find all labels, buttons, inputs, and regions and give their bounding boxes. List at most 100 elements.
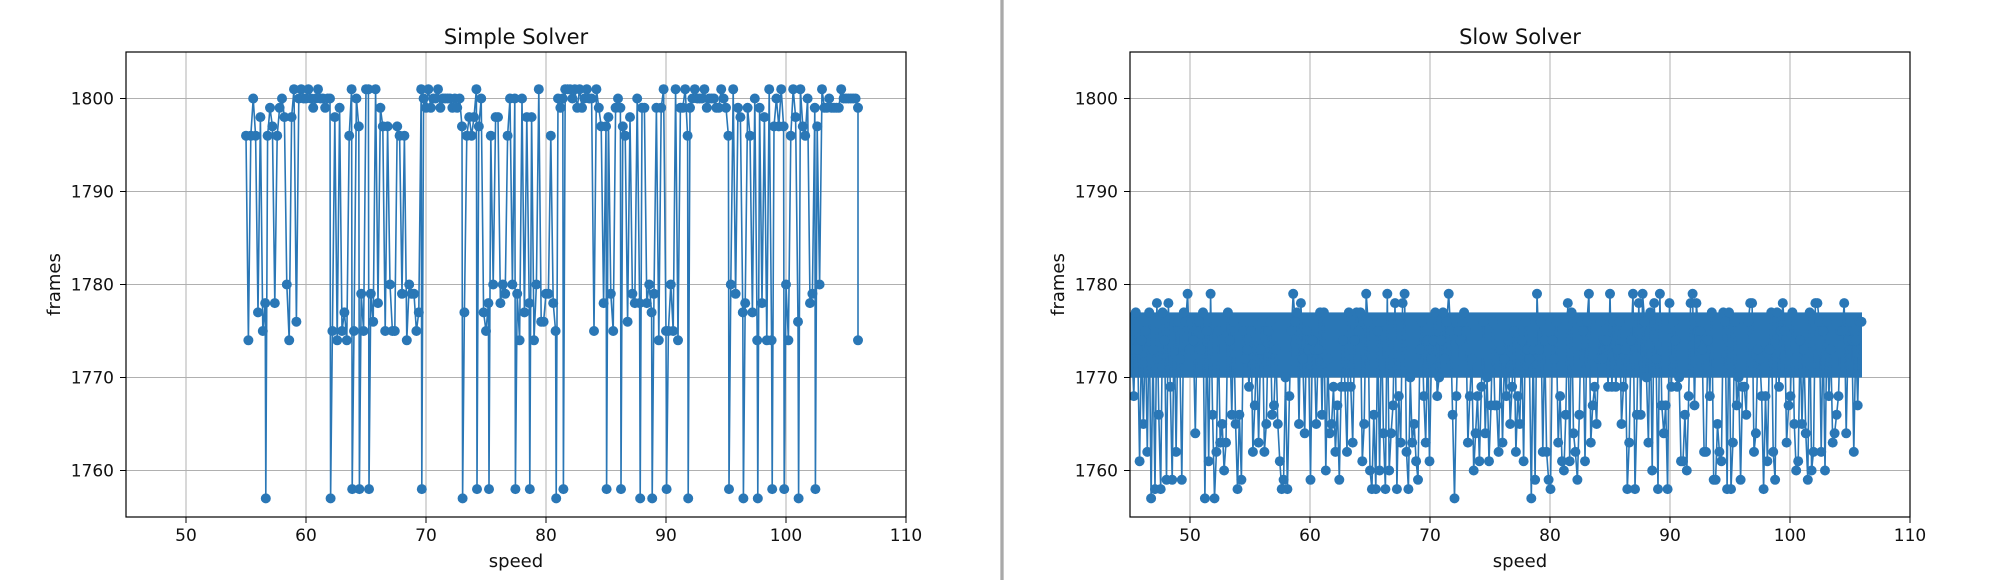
data-point [1230,419,1241,429]
data-point [752,335,763,346]
data-point [260,298,271,309]
data-point [1326,419,1337,429]
data-point [1697,344,1708,355]
data-point [1726,484,1736,495]
data-point [413,307,424,318]
data-point [555,102,566,113]
data-point [1447,409,1458,420]
data-point [1729,316,1740,327]
data-point [517,93,527,104]
y-tick-label: 1800 [71,90,114,110]
data-point [1338,335,1349,346]
data-point [262,130,273,141]
data-point [1176,474,1187,485]
data-point [1662,484,1673,495]
data-point [1413,474,1423,485]
data-point [833,102,844,113]
data-point [721,102,731,113]
data-point [507,279,518,290]
data-point [1295,298,1306,309]
data-point [286,112,297,123]
data-point [779,484,790,495]
data-point [1558,465,1569,476]
data-point [1741,409,1752,420]
data-point [1171,446,1182,457]
data-point [1459,307,1470,318]
data-point [1462,437,1473,448]
y-axis-label: frames [44,253,65,316]
data-point [279,112,290,123]
data-point [497,279,508,290]
axes-frame [1129,51,1911,518]
data-point [418,93,429,104]
data-point [1393,391,1404,402]
x-tick-label: 60 [295,526,317,546]
data-point [1211,446,1222,457]
data-point [1779,326,1790,336]
data-point [1516,335,1527,346]
x-tick-label: 80 [1539,526,1561,546]
data-point [353,121,364,132]
data-point [370,84,381,95]
x-tick-label: 70 [1419,526,1441,546]
panel-divider[interactable] [1000,0,1004,580]
data-point [529,335,539,346]
data-point [1651,353,1662,364]
data-point [1534,344,1544,355]
data-point [500,288,511,299]
data-point [1474,456,1485,467]
data-point [274,102,285,113]
data-point [1221,437,1231,448]
data-point [1217,419,1228,429]
data-point [356,288,367,299]
data-point [1464,391,1475,402]
x-axis-label: speed [489,551,543,572]
data-point [1702,335,1713,346]
data-point [1357,456,1368,467]
data-point [625,112,635,123]
data-point [1643,437,1654,448]
data-point [1560,409,1571,420]
data-point [1416,316,1427,327]
data-point [1182,288,1193,299]
data-point [404,279,415,290]
data-point [1278,474,1289,485]
data-point [620,130,631,141]
data-point [509,93,520,104]
series-frames [1130,288,1867,504]
data-point [1443,288,1454,299]
data-point [1411,456,1422,467]
data-point [346,84,357,95]
data-point [1332,400,1343,411]
data-point [1818,326,1829,336]
data-point [1434,372,1445,383]
data-point [1255,344,1266,355]
data-point [1365,465,1375,476]
data-point [289,84,299,95]
data-point [1731,400,1742,411]
data-point [1624,437,1635,448]
data-point [1318,307,1329,318]
data-point [1194,316,1205,327]
data-point [689,84,700,95]
data-point [697,93,707,104]
data-point [373,298,383,309]
data-point [1793,456,1804,467]
data-point [502,130,513,141]
data-point [1568,428,1579,439]
data-point [742,102,753,113]
data-point [1224,335,1235,346]
data-point [1349,335,1360,346]
data-point [1370,484,1381,495]
data-point [1701,446,1711,457]
data-point [673,335,683,346]
data-point [1770,474,1781,485]
data-point [1470,428,1481,439]
data-point [411,326,422,336]
data-point [1299,428,1310,439]
data-point [1311,419,1322,429]
data-point [699,84,710,95]
data-point [1591,419,1602,429]
data-point [423,84,434,95]
data-point [716,84,727,95]
